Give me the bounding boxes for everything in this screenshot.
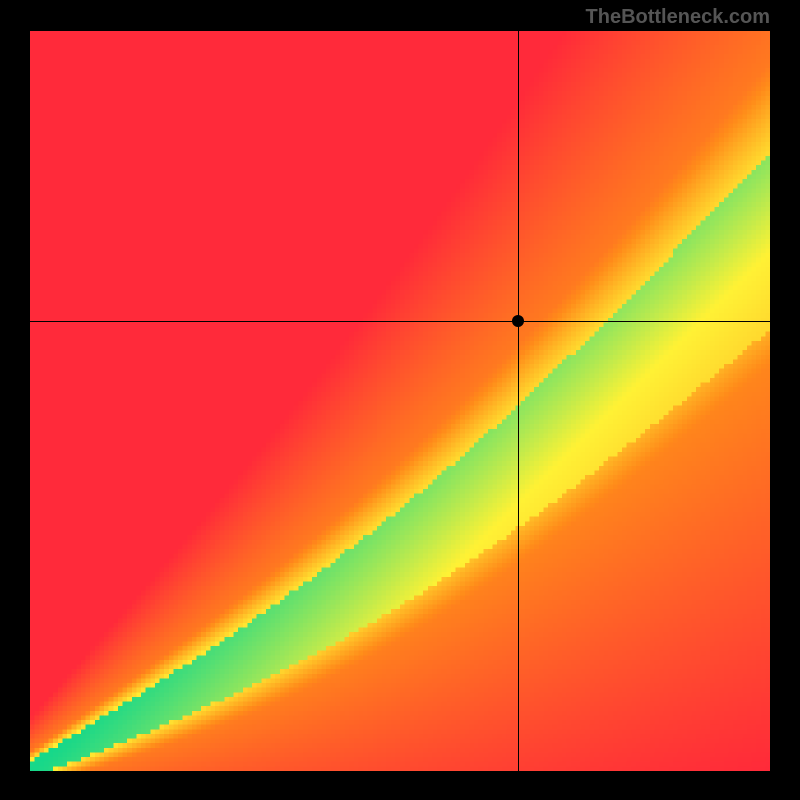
crosshair-vertical bbox=[518, 31, 519, 771]
watermark-text: TheBottleneck.com bbox=[0, 0, 800, 31]
heatmap-canvas bbox=[30, 31, 770, 771]
selection-marker bbox=[512, 315, 524, 327]
crosshair-horizontal bbox=[30, 321, 770, 322]
bottleneck-heatmap bbox=[30, 31, 770, 771]
